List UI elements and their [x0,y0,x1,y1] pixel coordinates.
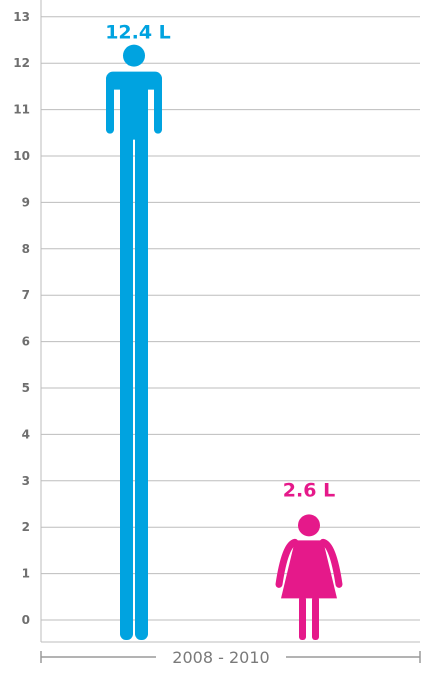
y-tick-label: 3 [22,474,30,488]
woman-dress [281,540,337,599]
value-label-female: 2.6 L [283,479,335,501]
woman-head [298,514,320,537]
y-tick-label: 1 [22,567,30,581]
period-label: 2008 - 2010 [172,648,269,667]
y-tick-label: 12 [13,56,30,70]
y-tick-label: 4 [22,427,30,441]
y-tick-label: 2 [22,520,30,534]
y-tick-label: 11 [13,103,30,117]
man-left-leg [120,131,133,640]
woman-left-leg [299,596,306,640]
period-bracket [40,651,421,663]
man-torso [120,75,148,140]
man-right-arm [154,77,162,134]
man-figure-icon [106,44,162,640]
value-label-male: 12.4 L [105,22,171,44]
man-head [123,44,145,67]
man-left-arm [106,77,114,134]
woman-figure-icon [275,514,343,640]
y-tick-label: 7 [22,288,30,302]
grid-lines [41,16,420,643]
y-tick-label: 6 [22,335,30,349]
man-right-leg [135,131,148,640]
y-tick-label: 10 [13,149,30,163]
woman-right-arm [319,538,343,588]
woman-left-arm [275,538,299,588]
y-tick-label: 5 [22,381,30,395]
y-tick-label: 8 [22,242,30,256]
woman-right-leg [312,596,319,640]
y-tick-label: 13 [13,10,30,24]
y-tick-label: 9 [22,195,30,209]
y-tick-label: 0 [22,613,30,627]
